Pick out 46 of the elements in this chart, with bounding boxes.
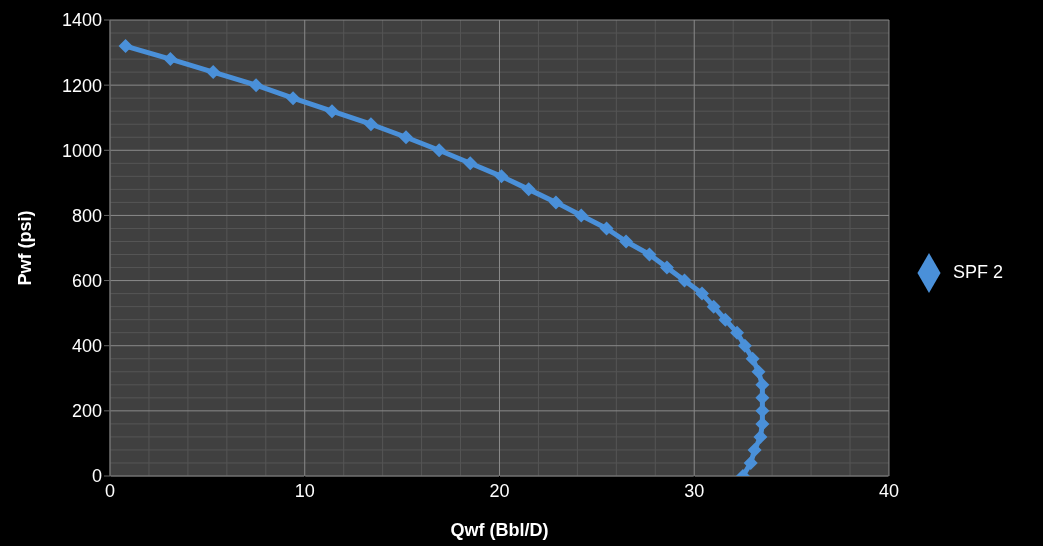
point — [463, 156, 478, 171]
x-tick-label: 0 — [104, 480, 116, 501]
point — [755, 377, 770, 392]
y-tick-label: 400 — [71, 336, 102, 357]
point — [737, 338, 752, 353]
point — [432, 143, 447, 158]
y-tick-label: 1200 — [61, 75, 102, 96]
x-axis-title: Qwf (Bbl/D) — [450, 520, 549, 540]
point — [642, 247, 657, 262]
y-tick-label: 600 — [71, 270, 102, 291]
point — [206, 65, 221, 80]
point — [249, 78, 264, 93]
point — [743, 455, 758, 470]
y-tick-label: 1400 — [61, 10, 102, 31]
y-axis-title: Pwf (psi) — [15, 210, 36, 286]
y-tick-label: 800 — [71, 205, 102, 226]
point — [325, 104, 340, 119]
point — [118, 39, 133, 54]
point — [521, 182, 536, 197]
point — [286, 91, 301, 106]
point — [163, 52, 178, 67]
point — [747, 442, 762, 457]
point — [363, 117, 378, 132]
point — [751, 364, 766, 379]
point — [706, 299, 721, 314]
y-tick-label: 0 — [91, 466, 102, 487]
point — [599, 221, 614, 236]
point — [494, 169, 509, 184]
point — [745, 351, 760, 366]
point — [659, 260, 674, 275]
point — [695, 286, 710, 301]
x-tick-label: 40 — [878, 480, 899, 501]
point — [753, 429, 768, 444]
point — [677, 273, 692, 288]
point — [548, 195, 563, 210]
x-tick-label: 10 — [294, 480, 315, 501]
y-tick-label: 1000 — [61, 140, 102, 161]
x-tick-label: 30 — [684, 480, 705, 501]
point — [718, 312, 733, 327]
point — [619, 234, 634, 249]
y-tick-label: 200 — [71, 401, 102, 422]
point — [574, 208, 589, 223]
x-tick-label: 20 — [489, 480, 510, 501]
point — [730, 325, 745, 340]
legend-label: SPF 2 — [952, 261, 1003, 282]
point — [399, 130, 414, 145]
